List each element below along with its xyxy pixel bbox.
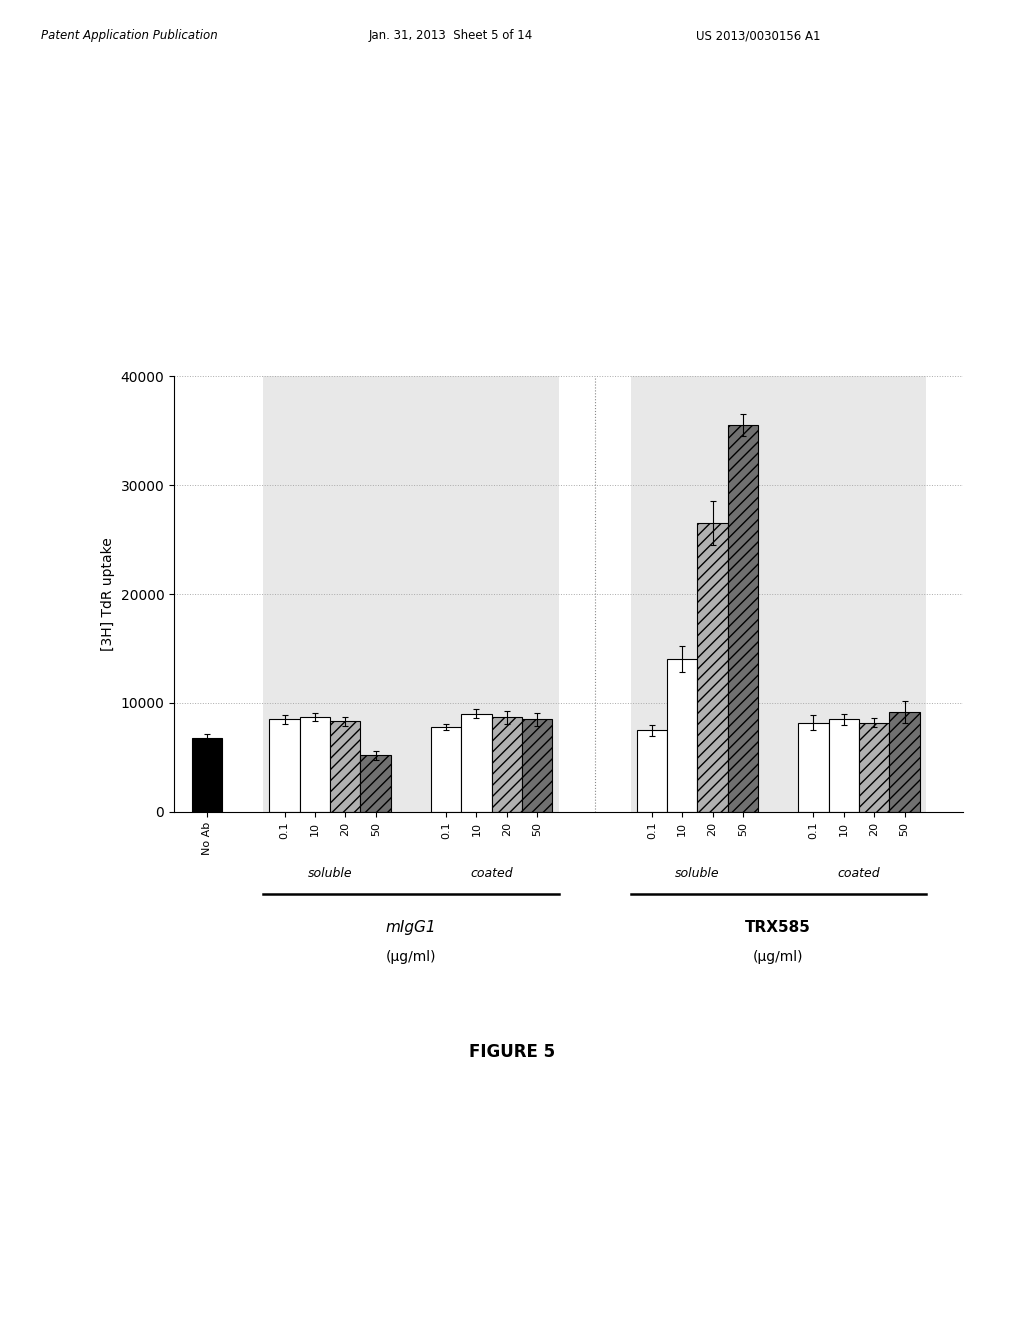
Text: US 2013/0030156 A1: US 2013/0030156 A1 (696, 29, 821, 42)
Text: (μg/ml): (μg/ml) (386, 950, 436, 965)
Text: (μg/ml): (μg/ml) (753, 950, 804, 965)
Bar (799, 722, 828, 812)
Text: coated: coated (470, 867, 513, 880)
Bar (263, 376, 558, 812)
Y-axis label: [3H] TdR uptake: [3H] TdR uptake (101, 537, 115, 651)
Bar (631, 376, 926, 812)
Text: mIgG1: mIgG1 (386, 920, 436, 935)
Bar (890, 711, 920, 812)
Bar (728, 425, 758, 812)
Text: Patent Application Publication: Patent Application Publication (41, 29, 218, 42)
Bar (300, 717, 330, 812)
Text: Jan. 31, 2013  Sheet 5 of 14: Jan. 31, 2013 Sheet 5 of 14 (369, 29, 532, 42)
Bar (522, 719, 552, 812)
Bar (330, 722, 360, 812)
Bar (431, 727, 461, 812)
Bar (360, 755, 391, 812)
Text: coated: coated (838, 867, 881, 880)
Bar (637, 730, 667, 812)
Text: FIGURE 5: FIGURE 5 (469, 1043, 555, 1061)
Bar (193, 738, 222, 812)
Bar (667, 659, 697, 812)
Bar (697, 523, 728, 812)
Text: soluble: soluble (675, 867, 720, 880)
Bar (828, 719, 859, 812)
Text: soluble: soluble (308, 867, 352, 880)
Text: TRX585: TRX585 (745, 920, 811, 935)
Bar (269, 719, 300, 812)
Bar (461, 714, 492, 812)
Bar (492, 717, 522, 812)
Bar (859, 722, 890, 812)
